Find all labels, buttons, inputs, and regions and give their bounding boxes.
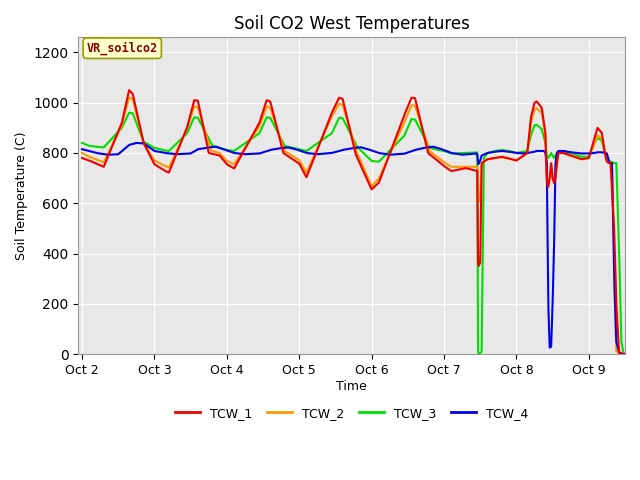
TCW_4 (287, 145, 294, 151)
TCW_1 (621, 351, 629, 357)
TCW_1 (611, 238, 618, 244)
TCW_2 (611, 277, 618, 283)
Legend: TCW_1, TCW_2, TCW_3, TCW_4: TCW_1, TCW_2, TCW_3, TCW_4 (170, 402, 534, 424)
TCW_1 (552, 170, 560, 176)
X-axis label: Time: Time (337, 380, 367, 393)
TCW_4 (78, 146, 86, 152)
TCW_4 (310, 151, 318, 157)
TCW_1 (310, 156, 318, 161)
TCW_4 (552, 156, 560, 162)
TCW_3 (310, 143, 318, 149)
TCW_3 (611, 160, 618, 166)
TCW_2 (125, 95, 133, 100)
TCW_1 (173, 151, 180, 157)
TCW_3 (125, 110, 133, 116)
TCW_1 (616, 351, 623, 357)
TCW_3 (552, 152, 560, 157)
TCW_3 (140, 139, 148, 145)
TCW_3 (173, 141, 180, 146)
TCW_2 (621, 351, 629, 357)
TCW_1 (78, 155, 86, 161)
TCW_3 (621, 351, 629, 357)
Line: TCW_3: TCW_3 (82, 113, 625, 354)
Line: TCW_2: TCW_2 (82, 97, 625, 354)
Y-axis label: Soil Temperature (C): Soil Temperature (C) (15, 132, 28, 260)
TCW_2 (287, 152, 294, 157)
TCW_4 (611, 286, 618, 292)
TCW_4 (173, 151, 180, 157)
Title: Soil CO2 West Temperatures: Soil CO2 West Temperatures (234, 15, 470, 33)
Text: VR_soilco2: VR_soilco2 (86, 41, 158, 55)
TCW_4 (140, 141, 148, 147)
Line: TCW_1: TCW_1 (82, 90, 625, 354)
TCW_4 (621, 351, 629, 357)
TCW_2 (78, 150, 86, 156)
TCW_1 (125, 87, 133, 93)
TCW_1 (287, 155, 294, 161)
Line: TCW_4: TCW_4 (82, 143, 625, 354)
TCW_3 (78, 140, 86, 146)
TCW_3 (287, 144, 294, 150)
TCW_2 (552, 170, 560, 176)
TCW_2 (140, 141, 148, 147)
TCW_4 (132, 140, 140, 146)
TCW_1 (140, 141, 148, 147)
TCW_2 (173, 149, 180, 155)
TCW_2 (310, 153, 318, 159)
